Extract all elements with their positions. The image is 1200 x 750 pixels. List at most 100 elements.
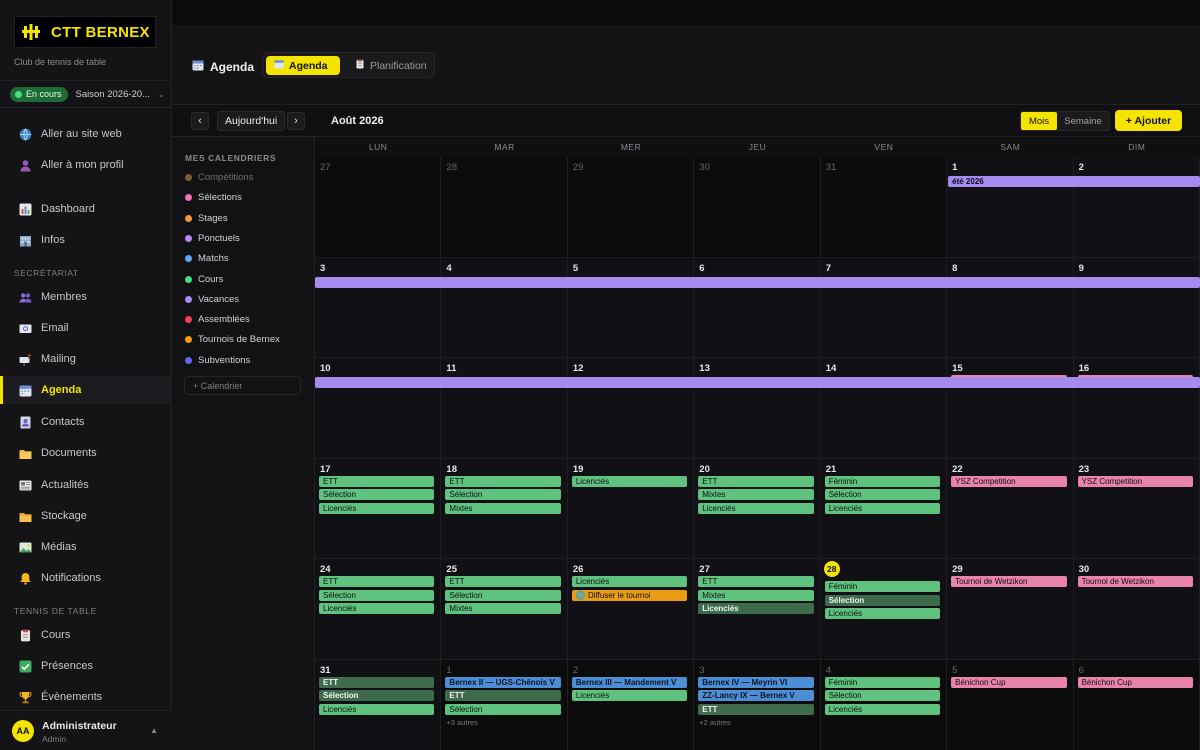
sidebar-item-actualites[interactable]: Actualités xyxy=(0,471,172,499)
event-chip[interactable]: Sélection xyxy=(445,489,561,500)
event-chip[interactable]: ETT xyxy=(445,690,561,701)
calendar-item-selections[interactable]: Sélections xyxy=(185,192,242,203)
day-cell[interactable]: 10 xyxy=(315,358,442,459)
day-cell[interactable]: 4 xyxy=(441,257,568,358)
calendar-item-vacances[interactable]: Vacances xyxy=(185,294,239,305)
event-chip[interactable]: Licenciés xyxy=(319,502,435,514)
sidebar-item-contacts[interactable]: Contacts xyxy=(0,408,172,436)
event-chip[interactable]: Bernex III — Mandement V xyxy=(571,676,688,688)
event-chip[interactable]: Sélection xyxy=(445,703,561,715)
add-event-button[interactable]: + Ajouter xyxy=(1115,110,1182,131)
tab-agenda[interactable]: Agenda xyxy=(266,56,340,75)
day-cell[interactable]: 24 ETT Sélection Licenciés xyxy=(315,559,442,660)
event-chip[interactable]: YSZ Competition xyxy=(951,475,1067,487)
day-cell[interactable]: 1 xyxy=(947,157,1074,258)
multi-day-event-bar[interactable] xyxy=(315,377,1200,388)
sidebar-item-dashboard[interactable]: Dashboard xyxy=(0,195,172,223)
sidebar-item-membres[interactable]: Membres xyxy=(0,283,172,311)
day-cell[interactable]: 15Wankdorf Cup xyxy=(947,358,1074,459)
day-cell[interactable]: 8 xyxy=(947,257,1074,358)
club-logo[interactable]: CTT BERNEX xyxy=(14,16,156,48)
day-cell[interactable]: 21 Féminin Sélection Licenciés xyxy=(820,458,948,559)
event-chip[interactable]: Mixtes xyxy=(698,489,814,500)
day-cell[interactable]: 28 Féminin Sélection Licenciés xyxy=(820,559,948,660)
add-calendar-button[interactable]: + Calendrier xyxy=(184,376,301,395)
event-chip[interactable]: Licenciés xyxy=(571,576,688,587)
more-events-link[interactable]: +3 autres xyxy=(446,718,478,727)
more-events-link[interactable]: +2 autres xyxy=(699,718,731,727)
event-chip[interactable]: Bénichon Cup xyxy=(951,676,1067,688)
multi-day-event-bar[interactable] xyxy=(315,276,1200,288)
sidebar-item-infos[interactable]: Infos xyxy=(0,226,172,254)
day-cell[interactable]: 30 Tournoi de Wetzikon xyxy=(1073,559,1200,660)
tab-planification[interactable]: Planification xyxy=(347,56,435,75)
event-chip[interactable]: Féminin xyxy=(824,581,941,592)
day-cell[interactable]: 23 YSZ Competition xyxy=(1073,458,1200,559)
day-cell[interactable]: 18 ETT Sélection Mixtes xyxy=(441,458,568,559)
event-chip[interactable]: ETT xyxy=(319,475,435,487)
day-cell[interactable]: 27 ETT Mixtes Licenciés xyxy=(694,559,821,660)
day-cell[interactable]: 27 xyxy=(315,157,442,258)
day-cell[interactable]: 3 Bernex IV — Meyrin VI ZZ-Lancy IX — Bern… xyxy=(694,659,821,750)
day-cell[interactable]: 26 Licenciés 🌐 Diffuser le tournoi xyxy=(567,559,695,660)
event-chip[interactable]: Sélection xyxy=(445,589,561,601)
day-cell[interactable]: 28 xyxy=(441,157,568,258)
day-cell[interactable]: 6 xyxy=(694,257,821,358)
event-chip[interactable]: Licenciés xyxy=(319,703,435,715)
event-chip[interactable]: Tournoi de Wetzikon xyxy=(951,576,1067,587)
event-chip[interactable]: YSZ Competition xyxy=(1077,475,1193,487)
sidebar-item-mailing[interactable]: Mailing xyxy=(0,345,172,373)
calendar-item-assemblees[interactable]: Assemblées xyxy=(185,314,250,325)
calendar-item-tournois-de-bernex[interactable]: Tournois de Bernex xyxy=(185,334,280,345)
sidebar-item-agenda[interactable]: Agenda xyxy=(0,376,172,404)
day-cell[interactable]: 2 Bernex III — Mandement V Licenciés xyxy=(567,659,695,750)
day-cell[interactable]: 14 xyxy=(820,358,948,459)
day-cell[interactable]: 7 xyxy=(820,257,948,358)
sidebar-item-email[interactable]: Email xyxy=(0,314,172,342)
event-chip[interactable]: ETT xyxy=(698,703,814,715)
sidebar-item-aller-au-site-web[interactable]: Aller au site web xyxy=(0,120,172,148)
view-month-button[interactable]: Mois xyxy=(1021,112,1057,130)
event-chip[interactable]: ZZ-Lancy IX — Bernex V xyxy=(698,690,814,701)
day-cell[interactable]: 6 Bénichon Cup xyxy=(1073,659,1200,750)
event-chip[interactable]: Bernex II — UGS-Chênois V xyxy=(445,676,561,688)
day-cell[interactable]: 22 YSZ Competition xyxy=(947,458,1074,559)
event-chip[interactable]: Féminin xyxy=(824,676,941,688)
calendar-item-stages[interactable]: Stages xyxy=(185,213,228,224)
event-chip[interactable]: Licenciés xyxy=(571,475,688,487)
event-chip[interactable]: ETT xyxy=(698,576,814,587)
event-chip[interactable]: ETT xyxy=(319,676,435,688)
event-chip[interactable]: Licenciés xyxy=(698,603,814,614)
event-chip[interactable]: Licenciés xyxy=(571,690,688,701)
event-chip[interactable]: 🌐 Diffuser le tournoi xyxy=(571,589,688,601)
event-chip[interactable]: ETT xyxy=(445,576,561,587)
event-chip[interactable]: Mixtes xyxy=(698,589,814,601)
day-cell[interactable]: 11 xyxy=(441,358,568,459)
event-chip[interactable]: Sélection xyxy=(824,489,941,500)
event-chip[interactable]: Licenciés xyxy=(824,703,941,715)
event-chip[interactable]: Sélection xyxy=(319,489,435,500)
event-chip[interactable]: Licenciés xyxy=(824,608,941,619)
multi-day-event-bar[interactable]: été 2026 xyxy=(948,176,1200,187)
day-cell[interactable]: 4 Féminin Sélection Licenciés xyxy=(820,659,948,750)
event-chip[interactable]: Féminin xyxy=(824,475,941,487)
calendar-item-matchs[interactable]: Matchs xyxy=(185,253,229,264)
sidebar-item-presences[interactable]: Présences xyxy=(0,652,172,680)
day-cell[interactable]: 5 Bénichon Cup xyxy=(947,659,1074,750)
today-button[interactable]: Aujourd'hui xyxy=(217,111,286,131)
sidebar-item-notifications[interactable]: Notifications xyxy=(0,564,172,592)
event-chip[interactable]: Tournoi de Wetzikon xyxy=(1077,576,1193,587)
user-menu[interactable]: AA Administrateur Admin ▲ xyxy=(0,710,172,750)
event-chip[interactable]: Mixtes xyxy=(445,502,561,514)
day-cell[interactable]: 19 Licenciés xyxy=(567,458,695,559)
calendar-item-ponctuels[interactable]: Ponctuels xyxy=(185,233,240,244)
calendar-item-competitions[interactable]: Compétitions xyxy=(185,172,253,183)
event-chip[interactable]: Sélection xyxy=(319,690,435,701)
sidebar-item-stockage[interactable]: Stockage xyxy=(0,502,172,530)
view-week-button[interactable]: Semaine xyxy=(1064,115,1102,127)
next-month-button[interactable]: › xyxy=(287,112,305,130)
event-chip[interactable]: ETT xyxy=(698,475,814,487)
event-chip[interactable]: Sélection xyxy=(824,594,941,606)
day-cell[interactable]: 29 xyxy=(567,157,695,258)
event-chip[interactable]: Licenciés xyxy=(319,603,435,614)
